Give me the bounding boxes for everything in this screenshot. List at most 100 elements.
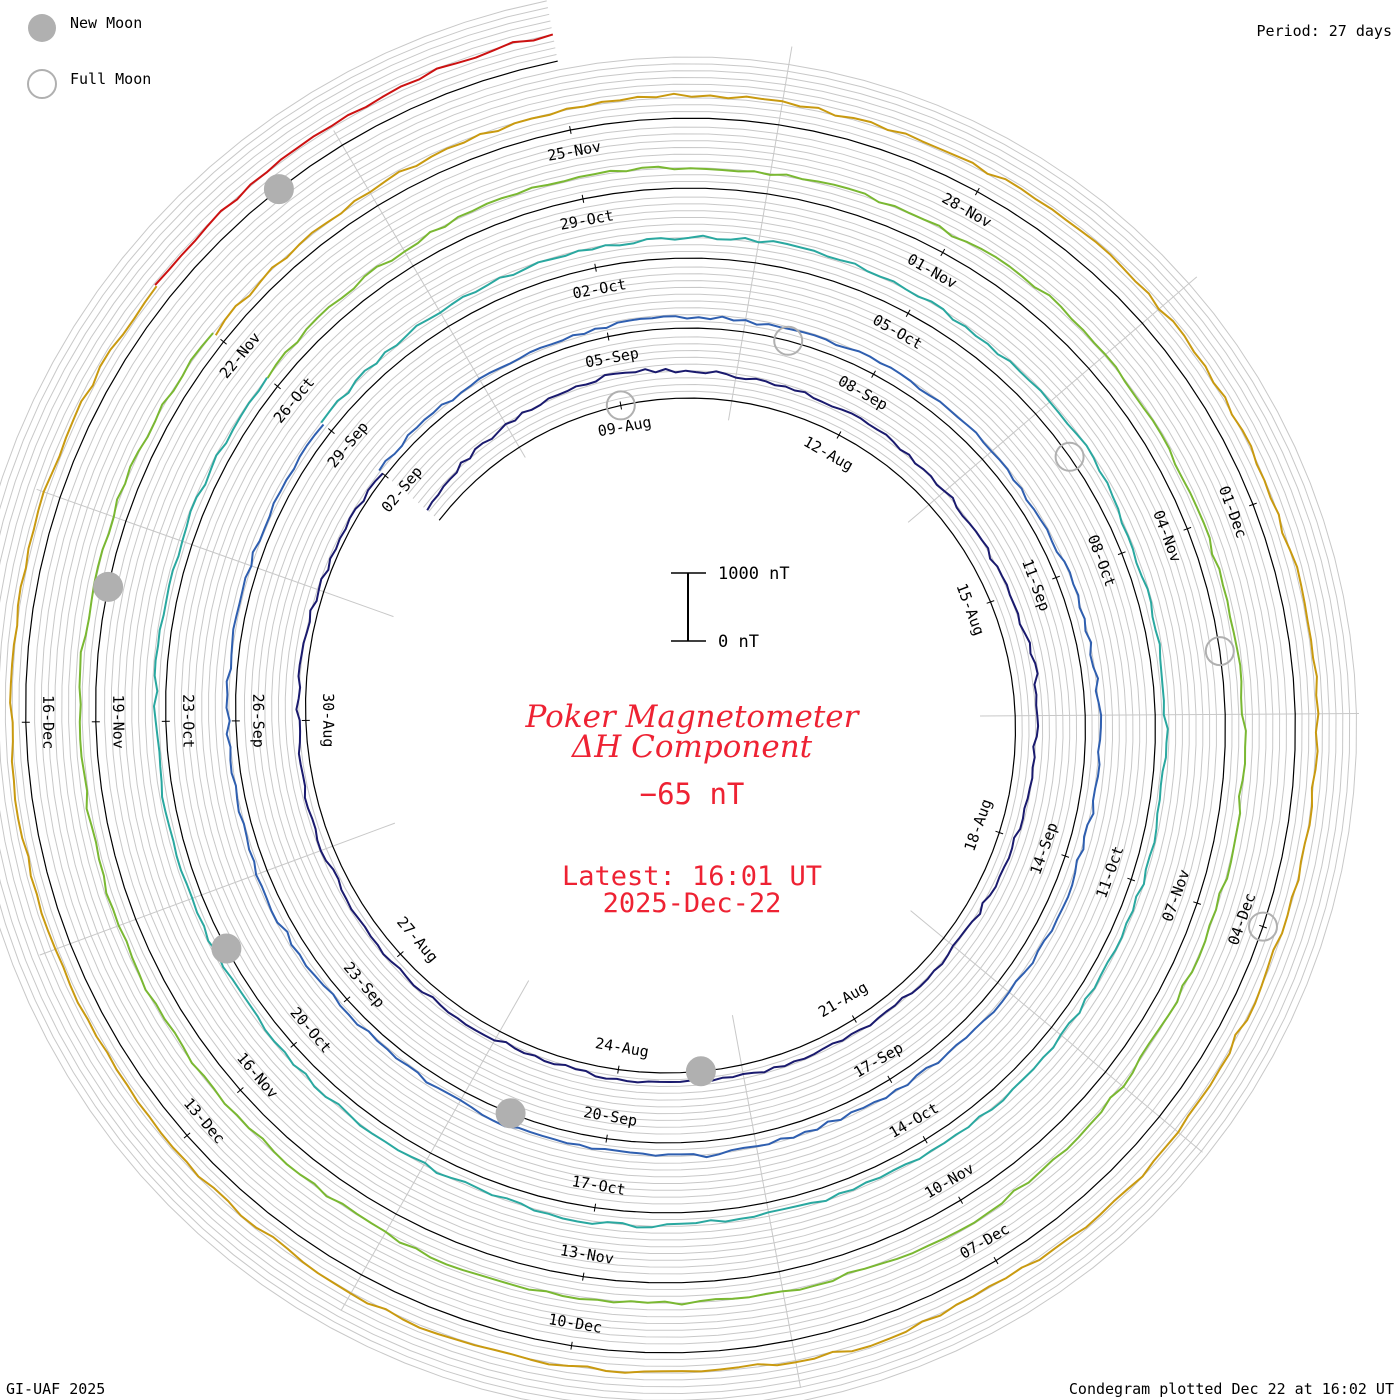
date-tick <box>594 263 597 272</box>
date-label: 17-Sep <box>851 1038 907 1081</box>
grid-spiral <box>0 0 1357 1400</box>
date-tick <box>617 1065 620 1074</box>
date-label: 14-Oct <box>886 1099 942 1142</box>
date-tick <box>236 1087 244 1094</box>
date-tick <box>922 1136 928 1144</box>
new-moon-marker <box>211 933 242 964</box>
date-label: 11-Oct <box>1092 843 1127 900</box>
date-tick <box>1259 924 1267 929</box>
date-label: 11-Sep <box>1018 556 1054 613</box>
date-label: 13-Dec <box>180 1094 229 1147</box>
date-tick <box>582 1272 585 1281</box>
date-label: 24-Aug <box>594 1034 650 1061</box>
new-moon-marker <box>93 571 124 602</box>
date-label: 29-Sep <box>324 418 372 471</box>
scale-bottom-label: 0 nT <box>718 632 759 652</box>
date-tick <box>1052 575 1060 580</box>
date-label: 02-Sep <box>378 463 426 516</box>
credit-label: GI-UAF 2025 <box>6 1380 106 1398</box>
date-tick <box>605 1134 608 1143</box>
date-tick <box>940 248 946 257</box>
date-tick <box>851 1015 857 1023</box>
grid-spoke <box>39 822 396 956</box>
date-label: 15-Aug <box>952 581 988 638</box>
chart-subtitle: ΔH Component <box>571 729 813 765</box>
new-moon-legend-icon <box>28 14 56 42</box>
date-label: 25-Nov <box>546 137 603 164</box>
date-label: 16-Dec <box>39 695 57 749</box>
date-tick <box>327 428 335 434</box>
date-label: 09-Aug <box>596 413 653 440</box>
full-moon-marker <box>605 390 636 421</box>
grid-spiral <box>4 40 1317 1374</box>
date-label: 18-Aug <box>961 796 996 853</box>
date-tick <box>274 383 281 390</box>
moon-markers <box>93 174 1278 1129</box>
date-label: 04-Nov <box>1149 508 1185 565</box>
date-tick <box>1249 502 1257 507</box>
date-tick <box>836 431 842 439</box>
plotted-label: Condegram plotted Dec 22 at 16:02 UT <box>1068 1380 1394 1398</box>
date-tick <box>995 830 1004 835</box>
date-label: 21-Aug <box>815 978 871 1021</box>
date-label: 27-Aug <box>393 913 442 966</box>
date-label: 23-Sep <box>340 958 389 1011</box>
date-label: 20-Sep <box>582 1103 638 1130</box>
date-label: 13-Nov <box>559 1241 615 1268</box>
grid-layer <box>0 0 1360 1400</box>
period-label: Period: 27 days <box>1256 22 1392 40</box>
full-moon-marker <box>1054 441 1085 472</box>
date-label: 20-Oct <box>286 1004 335 1057</box>
latest-date: 2025-Dec-22 <box>603 888 782 919</box>
grid-spiral <box>0 27 1330 1388</box>
new-moon-marker <box>495 1098 526 1129</box>
date-label: 23-Oct <box>179 694 197 748</box>
date-label: 22-Nov <box>216 329 264 382</box>
grid-spiral <box>0 20 1337 1395</box>
grid-spoke <box>333 130 526 458</box>
date-tick <box>381 472 389 479</box>
date-tick <box>887 1075 893 1084</box>
date-label: 08-Oct <box>1084 532 1120 589</box>
date-label: 14-Sep <box>1026 820 1061 877</box>
data-series <box>9 33 1320 1374</box>
date-label: 05-Oct <box>870 311 926 353</box>
series-line-6 <box>154 33 554 286</box>
series-line-3 <box>153 234 1169 1229</box>
grid-spoke <box>728 46 793 421</box>
grid-spoke <box>907 276 1198 523</box>
series-line-5 <box>9 92 1320 1374</box>
date-tick <box>183 1132 191 1139</box>
chart-title: Poker Magnetometer <box>525 699 861 735</box>
date-tick <box>1193 901 1202 905</box>
date-tick <box>993 1256 999 1265</box>
grid-spoke <box>36 488 394 618</box>
grid-spoke <box>340 980 530 1311</box>
date-label: 17-Oct <box>570 1172 626 1199</box>
date-tick <box>986 600 995 604</box>
date-tick <box>343 996 351 1003</box>
scale-top-label: 1000 nT <box>718 564 790 584</box>
date-tick <box>570 1341 573 1350</box>
date-tick <box>958 1196 964 1204</box>
grid-spiral <box>11 47 1310 1367</box>
date-tick <box>220 338 227 345</box>
grid-spoke <box>910 910 1203 1153</box>
date-label: 26-Oct <box>270 373 318 426</box>
date-label: 10-Nov <box>921 1159 977 1202</box>
full-moon-legend-label: Full Moon <box>70 70 151 88</box>
date-label: 02-Oct <box>571 275 628 302</box>
date-label: 26-Sep <box>249 694 267 748</box>
latest-time: Latest: 16:01 UT <box>562 861 822 892</box>
grid-spoke <box>731 1015 802 1388</box>
date-label: 04-Dec <box>1224 890 1259 947</box>
full-moon-marker <box>1204 636 1235 667</box>
date-label: 19-Nov <box>109 695 127 749</box>
date-label: 29-Oct <box>559 206 616 233</box>
date-tick <box>569 126 572 134</box>
current-value: −65 nT <box>640 777 745 811</box>
date-tick <box>974 187 980 196</box>
date-label: 08-Sep <box>835 372 891 414</box>
new-moon-marker <box>263 174 294 205</box>
date-label: 10-Dec <box>547 1310 603 1337</box>
